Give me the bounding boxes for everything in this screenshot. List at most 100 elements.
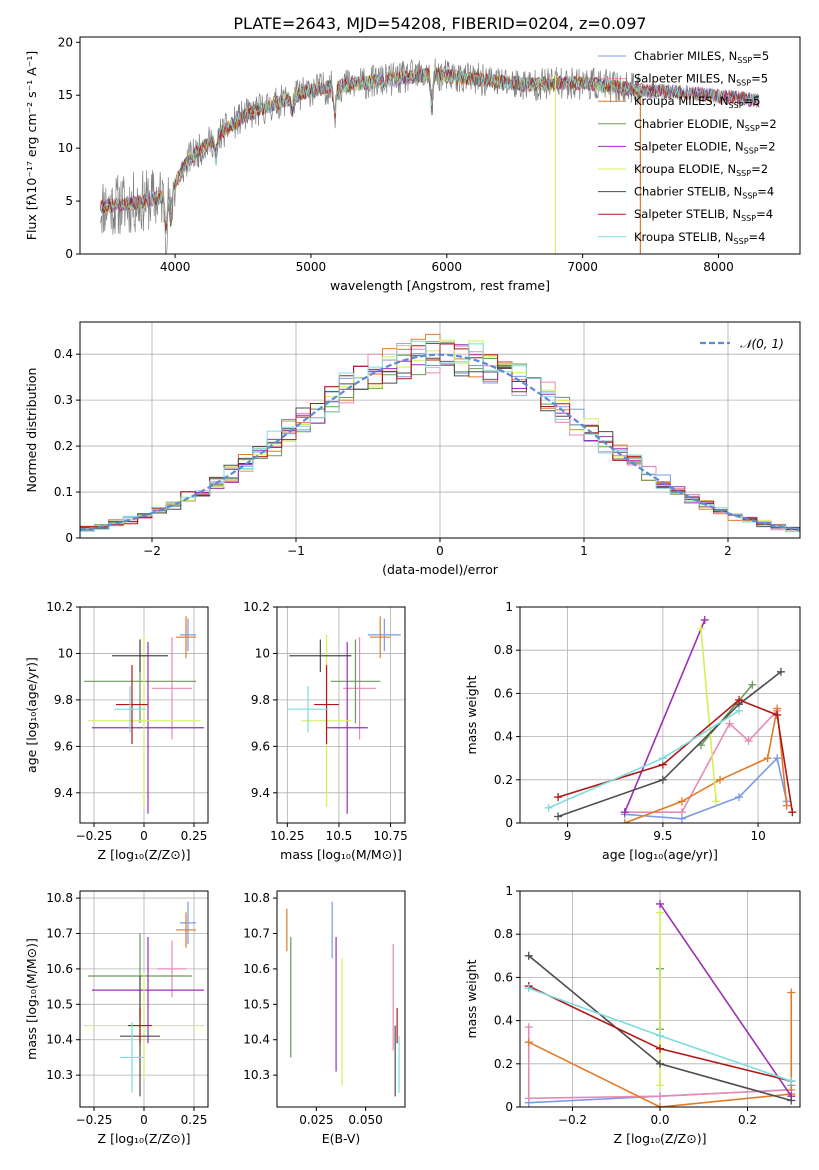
y-tick-label: 0 [65, 247, 73, 261]
x-tick-label: 0 [436, 544, 444, 558]
y-tick-label: 0.4 [494, 730, 513, 744]
y-tick-label: 10.8 [243, 891, 270, 905]
y-axis-label: Normed distribution [24, 368, 39, 493]
y-tick-label: 10.7 [243, 926, 270, 940]
legend-label: Chabrier ELODIE, NSSP=2 [634, 117, 777, 133]
x-axis-label: age [log₁₀(age/yr)] [602, 847, 718, 862]
weight-marker [620, 819, 629, 823]
legend-label-text: Kroupa ELODIE, N [634, 162, 736, 176]
y-tick-label: 10.4 [243, 1033, 270, 1047]
y-tick-label: 0.8 [494, 643, 513, 657]
legend-label-value: =5 [752, 49, 769, 63]
normal-curve [80, 353, 800, 531]
y-tick-label: 0.8 [494, 927, 513, 941]
y-tick-label: 0.2 [494, 773, 513, 787]
y-tick-label: 10 [58, 141, 73, 155]
weight-marker [735, 695, 744, 704]
x-tick-label: 10 [750, 829, 765, 843]
x-tick-label: −0.25 [76, 1113, 113, 1127]
legend-label-value: =4 [756, 207, 773, 221]
legend-label: Kroupa ELODIE, NSSP=2 [634, 162, 768, 178]
x-tick-label: 5000 [296, 260, 327, 274]
axes-frame [276, 606, 406, 824]
x-tick-label: 2 [724, 544, 732, 558]
plot-area [524, 899, 796, 1107]
y-tick-label: 10.2 [46, 600, 73, 614]
legend-label-text: Salpeter MILES, N [634, 72, 736, 86]
x-tick-label: −1 [287, 544, 305, 558]
y-tick-label: 10.2 [243, 600, 270, 614]
y-tick-label: 10.7 [46, 926, 73, 940]
y-tick-label: 9.6 [251, 739, 270, 753]
plot-area [286, 901, 400, 1097]
y-tick-label: 1 [505, 884, 513, 898]
x-axis-label: wavelength [Angstrom, rest frame] [330, 278, 550, 293]
legend-label-sub: SSP [742, 192, 757, 201]
weight-marker [658, 754, 667, 763]
panel-mass_age: 10.25 10.5 10.75 9.4 9.6 9.8 10 10.2 mass [log₁₀… [243, 600, 407, 862]
weight-marker [554, 812, 563, 821]
legend-label-sub: SSP [745, 124, 760, 133]
legend-label-sub: SSP [744, 146, 759, 155]
x-tick-label: 1 [580, 544, 588, 558]
x-axis-label: (data-model)/error [382, 562, 499, 577]
y-tick-label: 10.3 [243, 1068, 270, 1082]
y-tick-label: 9.8 [251, 693, 270, 707]
weight-marker [656, 1081, 664, 1090]
weight-line [700, 684, 753, 746]
weight-marker [656, 908, 664, 917]
legend-label: Salpeter STELIB, NSSP=4 [634, 207, 773, 223]
y-tick-label: 10.5 [243, 997, 270, 1011]
x-tick-label: 0 [140, 829, 148, 843]
weight-marker [763, 754, 772, 763]
weight-marker [656, 1103, 664, 1107]
weight-marker [677, 797, 686, 806]
x-tick-label: 10.5 [326, 829, 353, 843]
weight-marker [787, 1077, 796, 1086]
weight-marker [656, 1031, 664, 1040]
legend-label: Kroupa STELIB, NSSP=4 [634, 230, 765, 246]
weight-marker [773, 711, 782, 719]
x-tick-label: 10.75 [373, 829, 407, 843]
x-tick-label: 0.25 [181, 829, 208, 843]
y-axis-label: mass weight [464, 675, 479, 754]
legend-label-sub: SSP [741, 214, 756, 223]
weight-marker [773, 754, 782, 763]
x-tick-label: 0.25 [181, 1113, 208, 1127]
y-tick-label: 0.2 [494, 1057, 513, 1071]
x-tick-label: −0.2 [558, 1113, 587, 1127]
weight-line [700, 628, 717, 802]
y-tick-label: 15 [58, 88, 73, 102]
y-tick-label: 0 [505, 816, 513, 830]
legend-label-text: Kroupa STELIB, N [634, 230, 734, 244]
weight-marker [656, 1059, 664, 1068]
weight-line [527, 1027, 792, 1100]
residual-histogram [80, 340, 800, 533]
weight-marker [782, 801, 791, 810]
legend-label-text: Kroupa MILES, N [634, 94, 729, 108]
y-tick-label: 0.3 [54, 393, 73, 407]
legend-label-sub: SSP [737, 56, 752, 65]
weight-marker [735, 706, 744, 715]
y-axis-label: Flux [fλ10⁻¹⁷ erg cm⁻² s⁻¹ A⁻¹] [24, 51, 39, 240]
y-tick-label: 20 [58, 35, 73, 49]
weight-marker [700, 615, 709, 624]
weight-marker [544, 803, 553, 812]
weight-marker [735, 793, 744, 802]
legend-label-text: Salpeter ELODIE, N [634, 139, 744, 153]
y-axis-label: age [log₁₀(age/yr)] [24, 657, 39, 773]
x-tick-label: 0.050 [348, 1113, 382, 1127]
x-tick-label: 6000 [432, 260, 463, 274]
y-tick-label: 10.4 [46, 1033, 73, 1047]
y-tick-label: 10 [255, 646, 270, 660]
y-tick-label: 10.6 [243, 962, 270, 976]
weight-line [528, 992, 793, 1107]
weight-marker [524, 984, 533, 993]
weight-marker [748, 680, 757, 689]
y-tick-label: 0 [505, 1100, 513, 1114]
weight-marker [524, 1038, 533, 1047]
x-tick-label: 4000 [160, 260, 191, 274]
x-tick-label: 0.025 [299, 1113, 333, 1127]
